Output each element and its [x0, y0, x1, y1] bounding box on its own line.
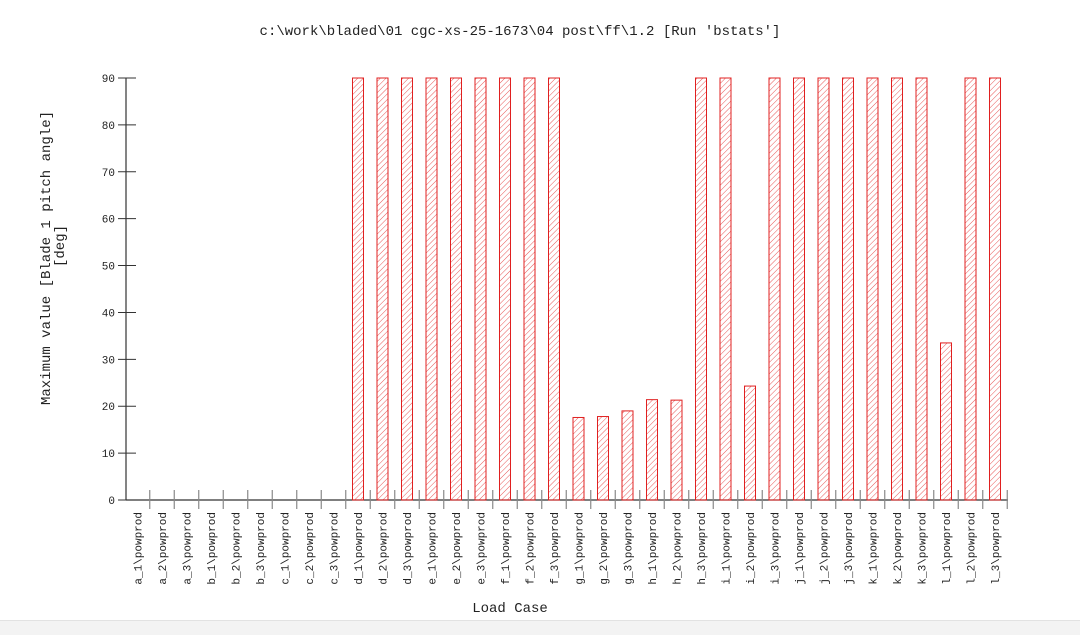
y-tick-label: 20: [102, 402, 115, 414]
bar: [499, 77, 511, 501]
bar: [744, 385, 756, 501]
x-tick-label: d_3\powprod: [403, 512, 415, 585]
x-tick-label: g_2\powprod: [599, 512, 611, 585]
x-tick-label: g_1\powprod: [575, 512, 587, 585]
y-axis-label-unit: [deg]: [53, 225, 69, 267]
x-tick-label: h_2\powprod: [673, 512, 685, 585]
x-tick-label: i_3\powprod: [771, 512, 783, 585]
x-tick-label: b_2\powprod: [232, 512, 244, 585]
x-tick-label: l_2\powprod: [967, 512, 979, 585]
bar: [523, 77, 536, 501]
x-tick-label: c_2\powprod: [305, 512, 317, 585]
bar: [695, 77, 707, 501]
x-tick-label: g_3\powprod: [624, 512, 636, 585]
x-tick-label: h_1\powprod: [648, 512, 660, 585]
bar: [352, 77, 364, 501]
x-tick-label: d_2\powprod: [379, 512, 391, 585]
bar: [425, 77, 438, 501]
bar: [548, 77, 560, 501]
bar: [793, 77, 805, 501]
x-tick-label: d_1\powprod: [354, 512, 366, 585]
x-tick-label: b_1\powprod: [207, 512, 219, 585]
bar: [817, 77, 830, 501]
bar: [572, 416, 585, 501]
x-tick-label: f_1\powprod: [501, 512, 513, 585]
bar: [450, 77, 462, 501]
bar: [670, 399, 683, 501]
bar: [989, 77, 1001, 501]
x-tick-label: a_2\powprod: [158, 512, 170, 585]
bar: [474, 77, 487, 501]
bar: [915, 77, 928, 501]
x-tick-label: j_2\powprod: [820, 512, 832, 585]
y-tick-label: 90: [102, 74, 115, 86]
bar: [401, 77, 413, 501]
x-tick-label: e_1\powprod: [428, 512, 440, 585]
y-axis-label: Maximum value [Blade 1 pitch angle] [deg…: [39, 111, 69, 405]
x-tick-label: c_1\powprod: [281, 512, 293, 585]
y-tick-label: 10: [102, 449, 115, 461]
x-tick-label: l_3\powprod: [991, 512, 1003, 585]
bar: [891, 77, 903, 501]
bar: [646, 399, 658, 501]
x-tick-label: i_1\powprod: [722, 512, 734, 585]
y-tick-label: 80: [102, 121, 115, 133]
window-bottom-strip: [0, 620, 1080, 635]
x-tick-label: a_1\powprod: [134, 512, 146, 585]
bar: [768, 77, 781, 501]
x-tick-label: b_3\powprod: [256, 512, 268, 585]
x-tick-label: i_2\powprod: [746, 512, 758, 585]
x-tick-label: a_3\powprod: [183, 512, 195, 585]
y-tick-label: 0: [108, 496, 115, 508]
chart-title: c:\work\bladed\01 cgc-xs-25-1673\04 post…: [260, 24, 781, 40]
x-tick-label: f_2\powprod: [526, 512, 538, 585]
y-tick-label: 30: [102, 355, 115, 367]
bar: [940, 342, 952, 501]
bar: [964, 77, 977, 501]
bar: [719, 77, 732, 501]
x-tick-label: k_3\powprod: [918, 512, 930, 585]
x-tick-label: f_3\powprod: [550, 512, 562, 585]
bar: [842, 77, 854, 501]
y-axis-label-main: Maximum value [Blade 1 pitch angle]: [39, 111, 55, 405]
x-tick-label: k_2\powprod: [893, 512, 905, 585]
x-axis-label: Load Case: [472, 601, 548, 617]
x-tick-label: j_1\powprod: [795, 512, 807, 585]
y-tick-label: 60: [102, 215, 115, 227]
x-tick-label: h_3\powprod: [697, 512, 709, 585]
x-tick-label: l_1\powprod: [942, 512, 954, 585]
y-tick-label: 40: [102, 308, 115, 320]
x-tick-label: e_3\powprod: [477, 512, 489, 585]
bar: [866, 77, 879, 501]
x-tick-label: e_2\powprod: [452, 512, 464, 585]
bar: [597, 416, 609, 501]
bar: [376, 77, 389, 501]
bar: [621, 410, 634, 501]
x-tick-label: c_3\powprod: [330, 512, 342, 585]
y-tick-label: 50: [102, 262, 115, 274]
y-tick-label: 70: [102, 168, 115, 180]
x-tick-label: j_3\powprod: [844, 512, 856, 585]
x-tick-label: k_1\powprod: [869, 512, 881, 585]
